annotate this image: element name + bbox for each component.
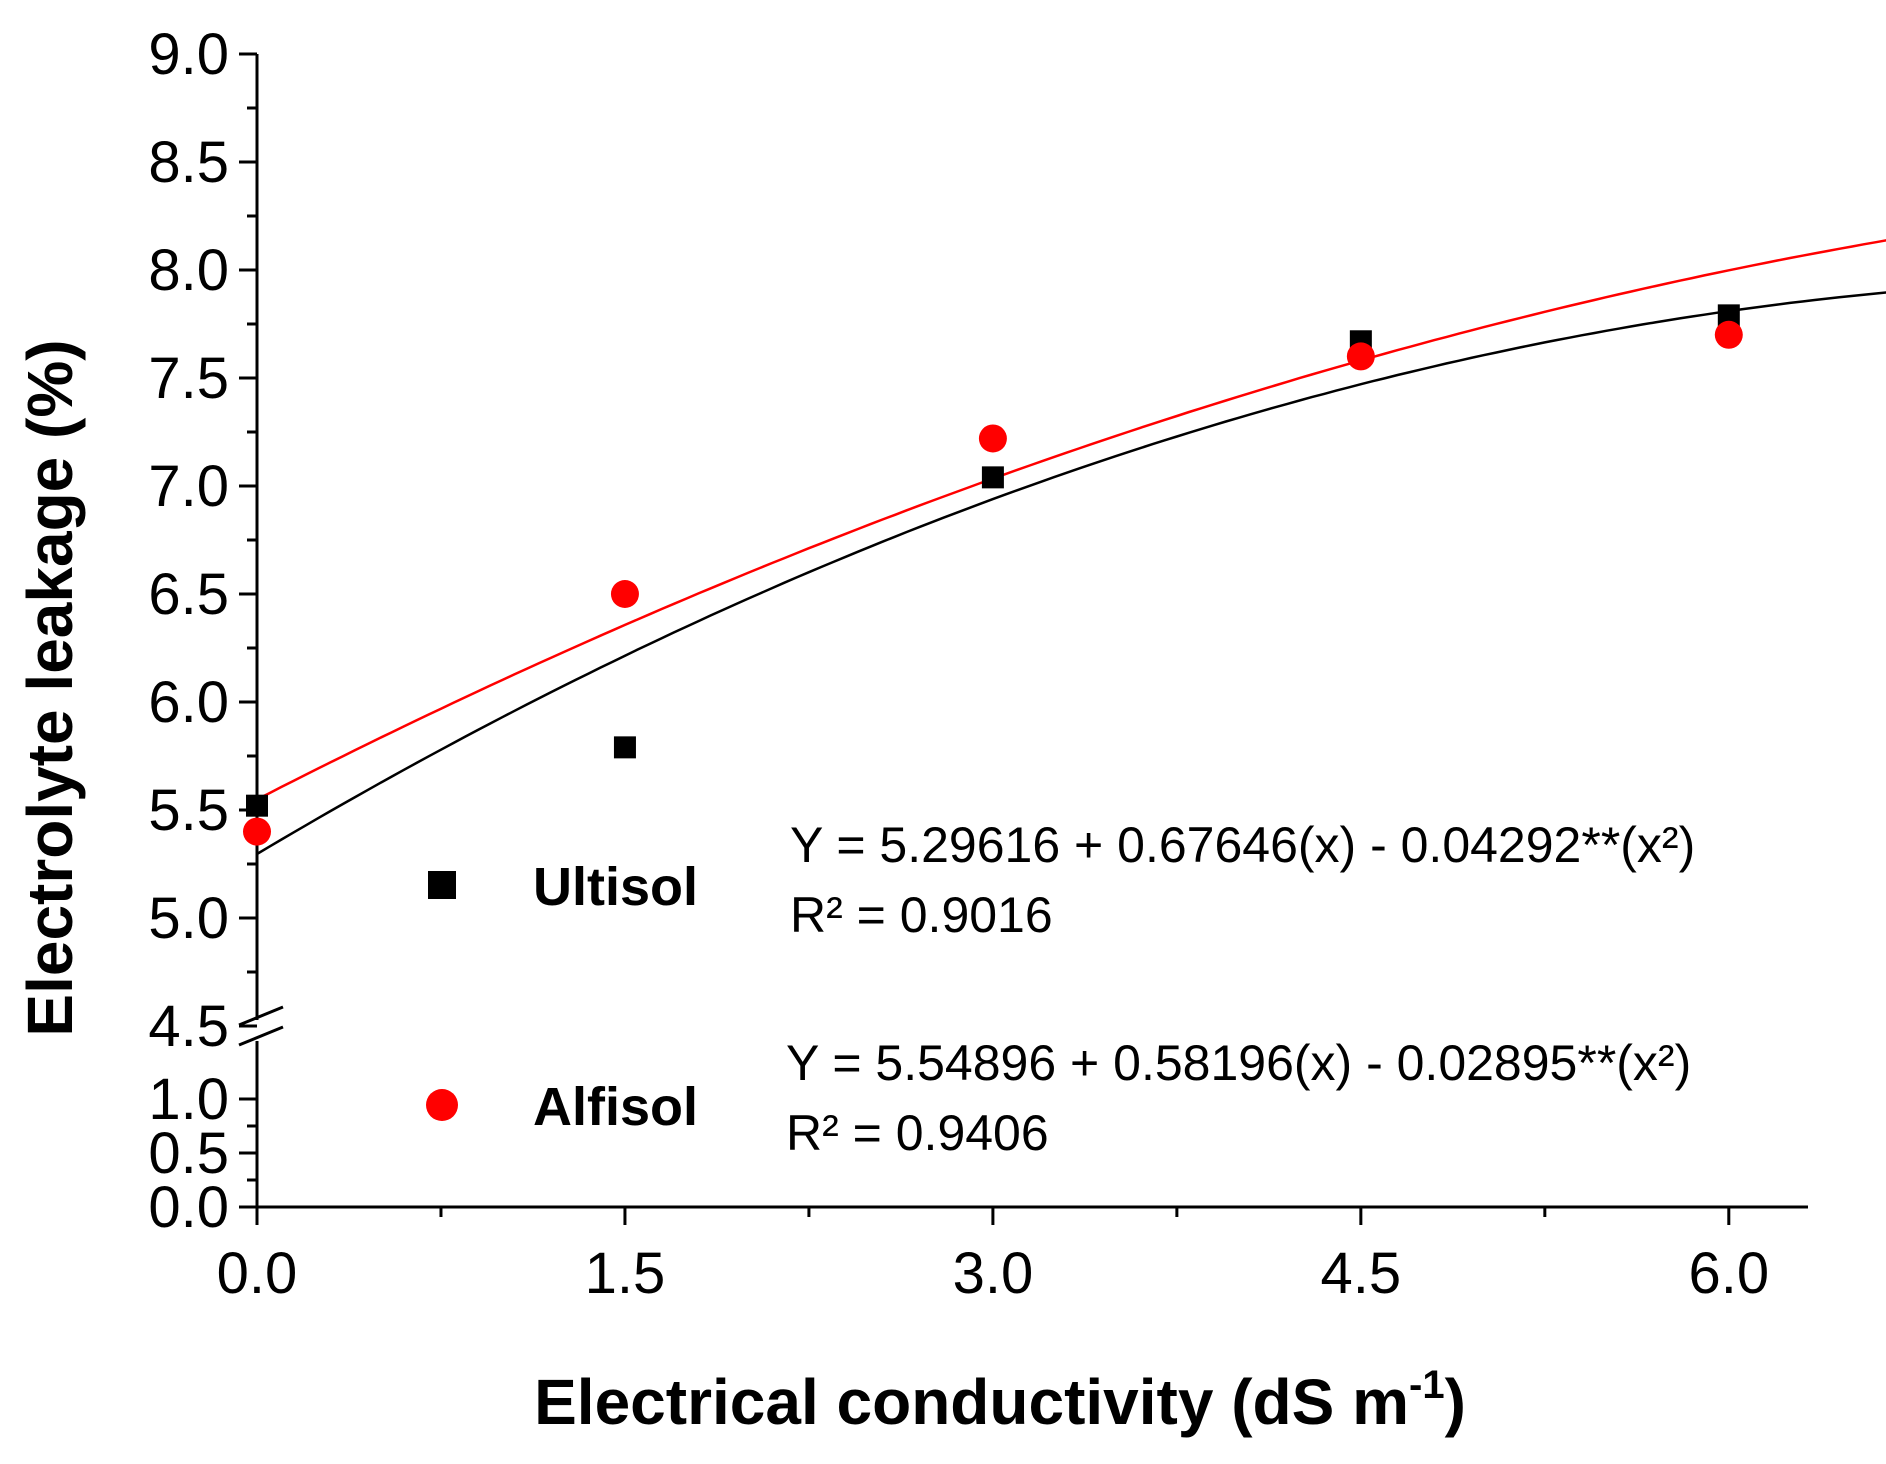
data-point-ultisol: [981, 466, 1004, 489]
equations: Y = 5.29616 + 0.67646(x) - 0.04292**(x²)…: [786, 817, 1695, 1161]
x-tick-label: 0.0: [217, 1241, 298, 1306]
legend-label-alfisol: Alfisol: [533, 1077, 698, 1137]
equation-alfisol: Y = 5.54896 + 0.58196(x) - 0.02895**(x²): [786, 1035, 1691, 1091]
x-axis-title-superscript: -1: [1409, 1363, 1445, 1407]
y-tick-label: 1.0: [148, 1067, 229, 1132]
x-tick-label: 1.5: [585, 1241, 666, 1306]
y-axis-break-mark: [238, 1005, 284, 1027]
data-point-ultisol: [1717, 304, 1740, 327]
r2-alfisol: R² = 0.9406: [786, 1105, 1049, 1161]
equation-ultisol: Y = 5.29616 + 0.67646(x) - 0.04292**(x²): [790, 817, 1695, 873]
ticks: 0.01.53.04.56.07.59.04.55.05.56.06.57.07…: [148, 22, 1769, 1306]
data-point-ultisol: [613, 736, 636, 759]
y-tick-label: 0.5: [148, 1121, 229, 1186]
y-tick-label: 4.5: [148, 994, 229, 1059]
x-axis-title-close: ): [1445, 1366, 1466, 1438]
y-tick-label: 8.0: [148, 238, 229, 303]
y-tick-label: 7.0: [148, 454, 229, 519]
y-tick-label: 6.5: [148, 562, 229, 627]
x-tick-label: 6.0: [1688, 1241, 1769, 1306]
y-tick-label: 5.5: [148, 778, 229, 843]
x-axis-title-main: Electrical conductivity (dS m: [534, 1366, 1409, 1438]
data-point-alfisol: [1714, 320, 1743, 349]
x-axis-title: Electrical conductivity (dS m-1): [534, 1363, 1466, 1438]
legend-marker-ultisol: [428, 871, 456, 899]
y-tick-label: 6.0: [148, 670, 229, 735]
y-tick-label: 5.0: [148, 886, 229, 951]
legend-label-ultisol: Ultisol: [533, 857, 698, 917]
y-tick-label: 0.0: [148, 1175, 229, 1240]
y-tick-label: 8.5: [148, 130, 229, 195]
data-point-alfisol: [1346, 342, 1375, 371]
data-point-alfisol: [243, 817, 271, 846]
fit-curves: [256, 239, 1886, 856]
legend: Ultisol Alfisol: [426, 857, 698, 1137]
y-tick-label: 9.0: [148, 22, 229, 87]
fit-curve-alfisol: [256, 239, 1886, 801]
data-point-alfisol: [610, 580, 639, 608]
x-tick-label: 3.0: [953, 1241, 1034, 1306]
y-axis-title: Electrolyte leakage (%): [14, 339, 86, 1036]
y-tick-label: 7.5: [148, 346, 229, 411]
y-axis-break-mark: [238, 1025, 284, 1047]
data-point-alfisol: [978, 424, 1007, 453]
fit-curve-ultisol: [256, 291, 1886, 856]
x-tick-label: 4.5: [1321, 1241, 1402, 1306]
r2-ultisol: R² = 0.9016: [790, 887, 1053, 943]
data-points: [243, 304, 1743, 846]
legend-marker-alfisol: [426, 1089, 458, 1121]
data-point-ultisol: [246, 794, 268, 817]
